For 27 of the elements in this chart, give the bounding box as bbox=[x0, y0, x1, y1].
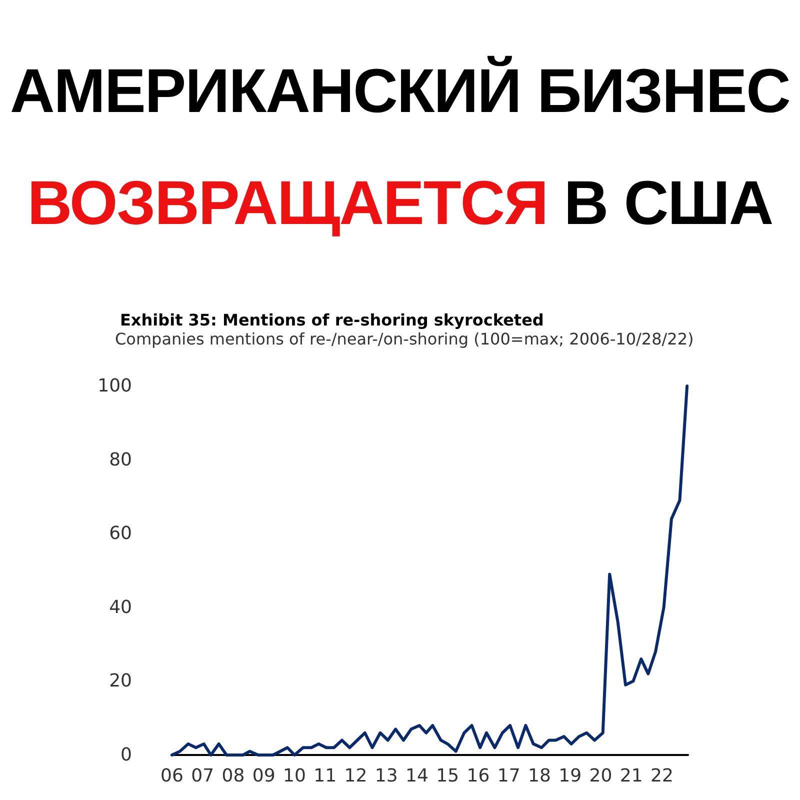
y-tick-label: 60 bbox=[109, 523, 132, 544]
y-tick-label: 0 bbox=[120, 744, 132, 766]
y-tick-label: 40 bbox=[109, 596, 132, 618]
x-tick-label: 20 bbox=[589, 766, 612, 786]
chart-title: АМЕРИКАНСКИЙ БИЗНЕС ВОЗВРАЩАЕТСЯ В США bbox=[9, 54, 791, 240]
y-tick-label: 20 bbox=[109, 670, 132, 692]
x-tick-label: 22 bbox=[650, 766, 674, 786]
x-tick-label: 07 bbox=[191, 766, 214, 786]
x-tick-label: 09 bbox=[252, 766, 276, 786]
chart-subtitle: Exhibit 35: Mentions of re-shoring skyrocketed bbox=[120, 310, 544, 330]
x-tick-label: 11 bbox=[314, 766, 337, 786]
x-tick-label: 21 bbox=[620, 766, 643, 786]
y-tick-label: 100 bbox=[98, 376, 132, 396]
x-tick-label: 06 bbox=[160, 766, 184, 786]
x-tick-label: 16 bbox=[466, 766, 490, 786]
x-tick-label: 17 bbox=[497, 766, 520, 786]
x-tick-label: 18 bbox=[528, 766, 551, 786]
x-tick-label: 08 bbox=[222, 766, 245, 786]
x-tick-label: 14 bbox=[406, 766, 428, 786]
x-tick-label: 13 bbox=[374, 766, 398, 786]
x-tick-label: 12 bbox=[344, 766, 368, 786]
x-tick-label: 15 bbox=[436, 766, 460, 786]
x-tick-label: 10 bbox=[283, 766, 306, 786]
line-series bbox=[170, 384, 689, 756]
y-tick-label: 80 bbox=[109, 449, 132, 470]
text: Companies mentions of re-/near-/on-shoring (100=max; 2006-10/28/22) bbox=[115, 330, 694, 348]
x-tick-label: 19 bbox=[558, 766, 582, 786]
